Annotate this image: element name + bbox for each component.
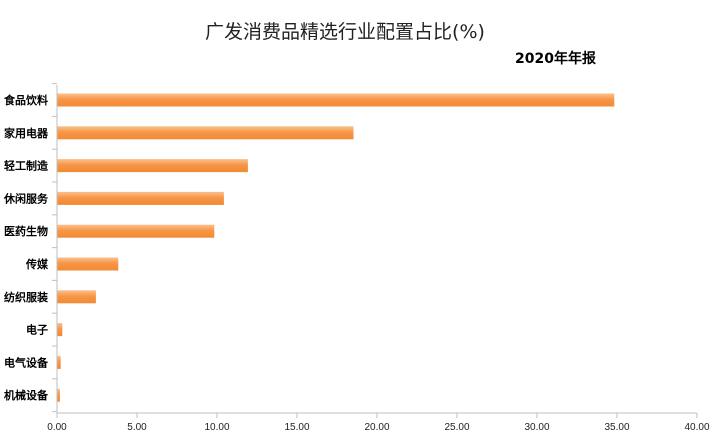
bar — [57, 191, 224, 205]
category-label: 家用电器 — [4, 126, 49, 140]
category-label: 电子 — [26, 323, 48, 337]
category-label: 传媒 — [25, 257, 49, 271]
x-tick-label: 20.00 — [364, 422, 389, 433]
plot-area: 0.00 5.00 10.00 15.00 20.00 25.00 30.00 35.00 40… — [3, 83, 710, 433]
x-tick-label: 25.00 — [444, 422, 469, 433]
category-label: 机械设备 — [4, 388, 49, 402]
chart-title: 广发消费品精选行业配置占比(%) — [205, 21, 485, 43]
x-tick-label: 10.00 — [204, 422, 229, 433]
x-tick-label: 30.00 — [524, 422, 549, 433]
bar — [57, 323, 63, 337]
category-label: 电气设备 — [4, 355, 49, 369]
bar — [57, 224, 215, 238]
chart-subtitle: 2020年年报 — [515, 50, 596, 67]
category-label: 纺织服装 — [4, 290, 48, 304]
bar — [57, 355, 61, 369]
bar — [57, 93, 615, 107]
category-label: 食品饮料 — [4, 93, 48, 107]
bar — [57, 126, 354, 140]
category-label: 休闲服务 — [3, 191, 49, 205]
category-label: 医药生物 — [4, 224, 48, 238]
category-label: 轻工制造 — [4, 159, 49, 173]
x-tick-label: 40.00 — [684, 422, 709, 433]
bar — [57, 257, 119, 271]
bar — [57, 388, 60, 402]
x-tick-label: 0.00 — [47, 422, 67, 433]
x-tick-label: 15.00 — [284, 422, 309, 433]
bar — [57, 159, 248, 173]
bar — [57, 290, 96, 304]
x-tick-label: 35.00 — [604, 422, 629, 433]
x-tick-label: 5.00 — [127, 422, 147, 433]
